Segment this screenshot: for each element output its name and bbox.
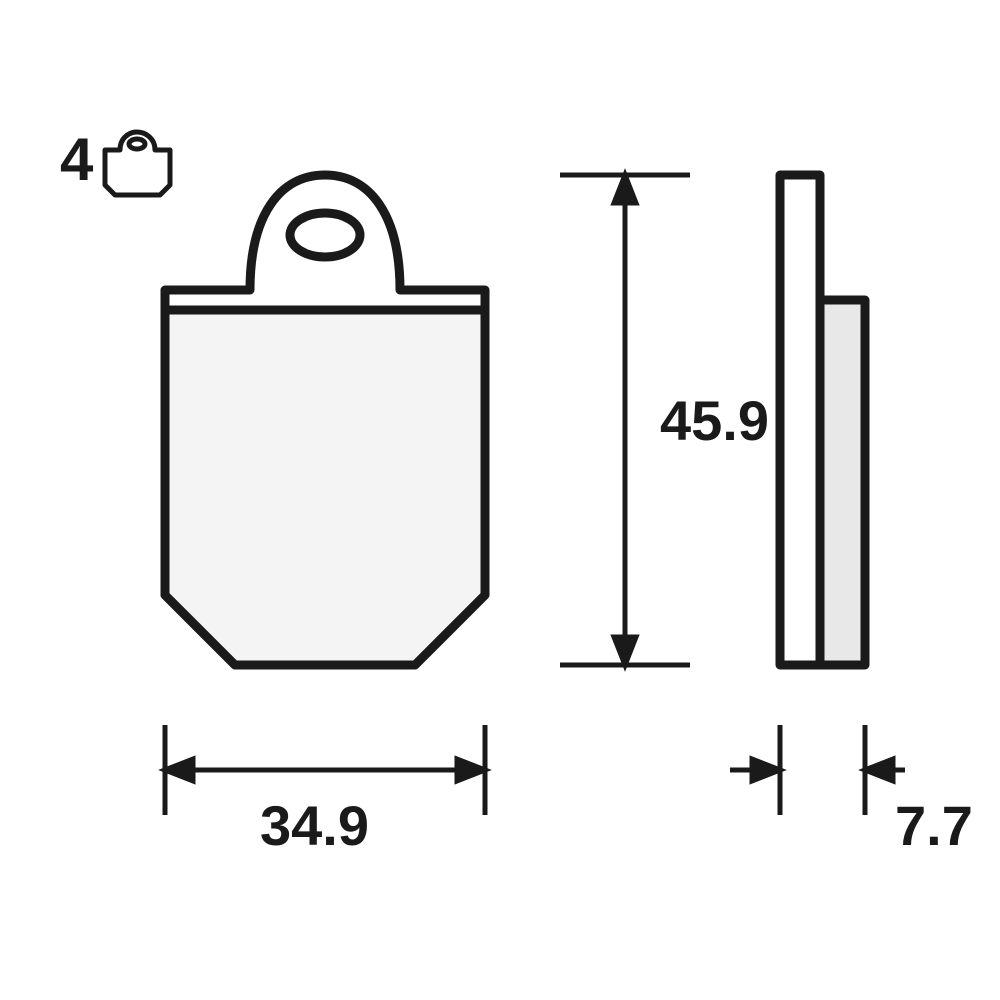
dim-thickness	[730, 725, 905, 815]
pad-side-view	[780, 175, 865, 665]
pad-front-view	[165, 175, 485, 665]
side-backing	[780, 175, 820, 665]
dim-height-label: 45.9	[660, 389, 769, 452]
pad-mini-icon	[105, 132, 170, 195]
pad-hole	[290, 213, 360, 257]
friction-surface	[165, 310, 485, 665]
quantity-label: 4	[60, 126, 94, 193]
dim-thickness-label: 7.7	[895, 794, 973, 857]
side-friction	[820, 300, 865, 665]
quantity-group: 4	[60, 126, 170, 195]
brake-pad-diagram: 4 45.9	[0, 0, 1000, 1000]
dim-width-label: 34.9	[260, 794, 369, 857]
